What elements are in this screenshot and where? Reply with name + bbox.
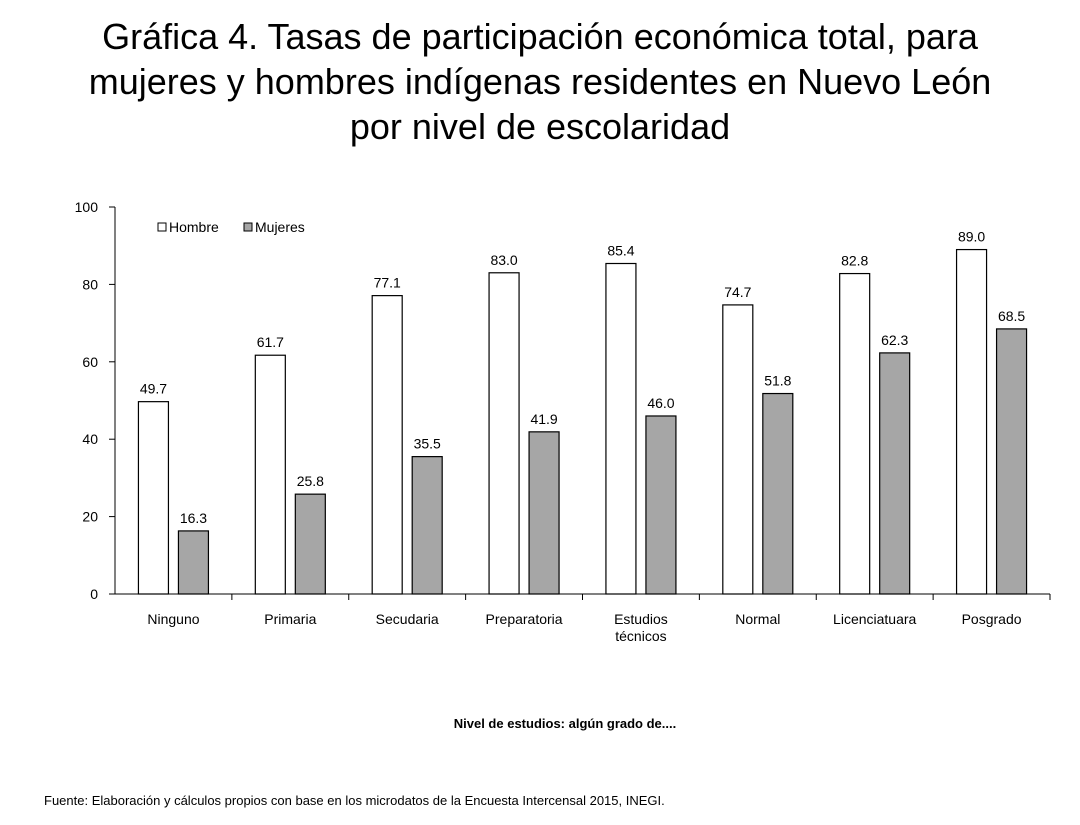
data-label: 16.3	[180, 510, 207, 526]
y-tick-label: 0	[90, 586, 98, 602]
data-label: 46.0	[647, 395, 674, 411]
data-label: 82.8	[841, 253, 868, 269]
chart-title: Gráfica 4. Tasas de participación económ…	[0, 14, 1080, 149]
bar-hombre	[955, 248, 988, 595]
bar-mujeres	[528, 431, 560, 595]
bar-hombre	[605, 262, 637, 595]
bar-mujeres	[294, 493, 326, 595]
bar-hombre	[488, 272, 520, 595]
data-label: 61.7	[257, 334, 284, 350]
bar-mujeres	[995, 328, 1028, 595]
data-label: 89.0	[958, 229, 985, 245]
bar-hombre	[722, 304, 754, 595]
data-label: 35.5	[414, 436, 441, 452]
legend-label: Hombre	[169, 219, 219, 235]
source-note: Fuente: Elaboración y cálculos propios c…	[44, 793, 665, 808]
data-label: 85.4	[607, 243, 634, 259]
x-tick-label: Primaria	[264, 611, 316, 627]
legend-label: Mujeres	[255, 219, 305, 235]
x-tick-label: técnicos	[615, 628, 666, 644]
chart-title-line-2: mujeres y hombres indígenas residentes e…	[88, 61, 992, 102]
y-tick-label: 40	[82, 431, 98, 447]
data-label: 25.8	[297, 473, 324, 489]
chart-title-line-3: por nivel de escolaridad	[349, 106, 731, 147]
bar-mujeres	[177, 530, 210, 595]
data-label: 77.1	[374, 275, 401, 291]
x-tick-label: Estudios	[614, 611, 668, 627]
chart-title-line-1: Gráfica 4. Tasas de participación económ…	[102, 16, 978, 57]
y-tick-label: 100	[75, 199, 99, 215]
bar-mujeres	[879, 352, 911, 595]
bar-hombre	[839, 272, 871, 595]
y-tick-label: 80	[82, 276, 98, 292]
data-label: 74.7	[724, 284, 751, 300]
bar-hombre	[371, 295, 403, 595]
data-label: 41.9	[530, 411, 557, 427]
x-axis-label: Nivel de estudios: algún grado de....	[453, 716, 677, 731]
x-tick-label: Secudaria	[376, 611, 439, 627]
y-tick-label: 20	[82, 509, 98, 525]
bar-mujeres	[762, 392, 794, 595]
bar-mujeres	[411, 456, 443, 595]
x-tick-label: Licenciatuara	[833, 611, 916, 627]
x-tick-label: Preparatoria	[486, 611, 563, 627]
data-label: 62.3	[881, 332, 908, 348]
data-label: 49.7	[140, 381, 167, 397]
x-tick-label: Ninguno	[147, 611, 199, 627]
x-tick-label: Normal	[735, 611, 780, 627]
legend-swatch	[243, 222, 253, 232]
bar-hombre	[254, 354, 286, 595]
data-label: 83.0	[490, 252, 517, 268]
legend-swatch	[157, 222, 167, 232]
data-label: 68.5	[998, 308, 1025, 324]
bar-hombre	[137, 401, 170, 595]
x-tick-label: Posgrado	[962, 611, 1022, 627]
y-tick-label: 60	[82, 354, 98, 370]
data-label: 51.8	[764, 373, 791, 389]
bar-mujeres	[645, 415, 677, 595]
